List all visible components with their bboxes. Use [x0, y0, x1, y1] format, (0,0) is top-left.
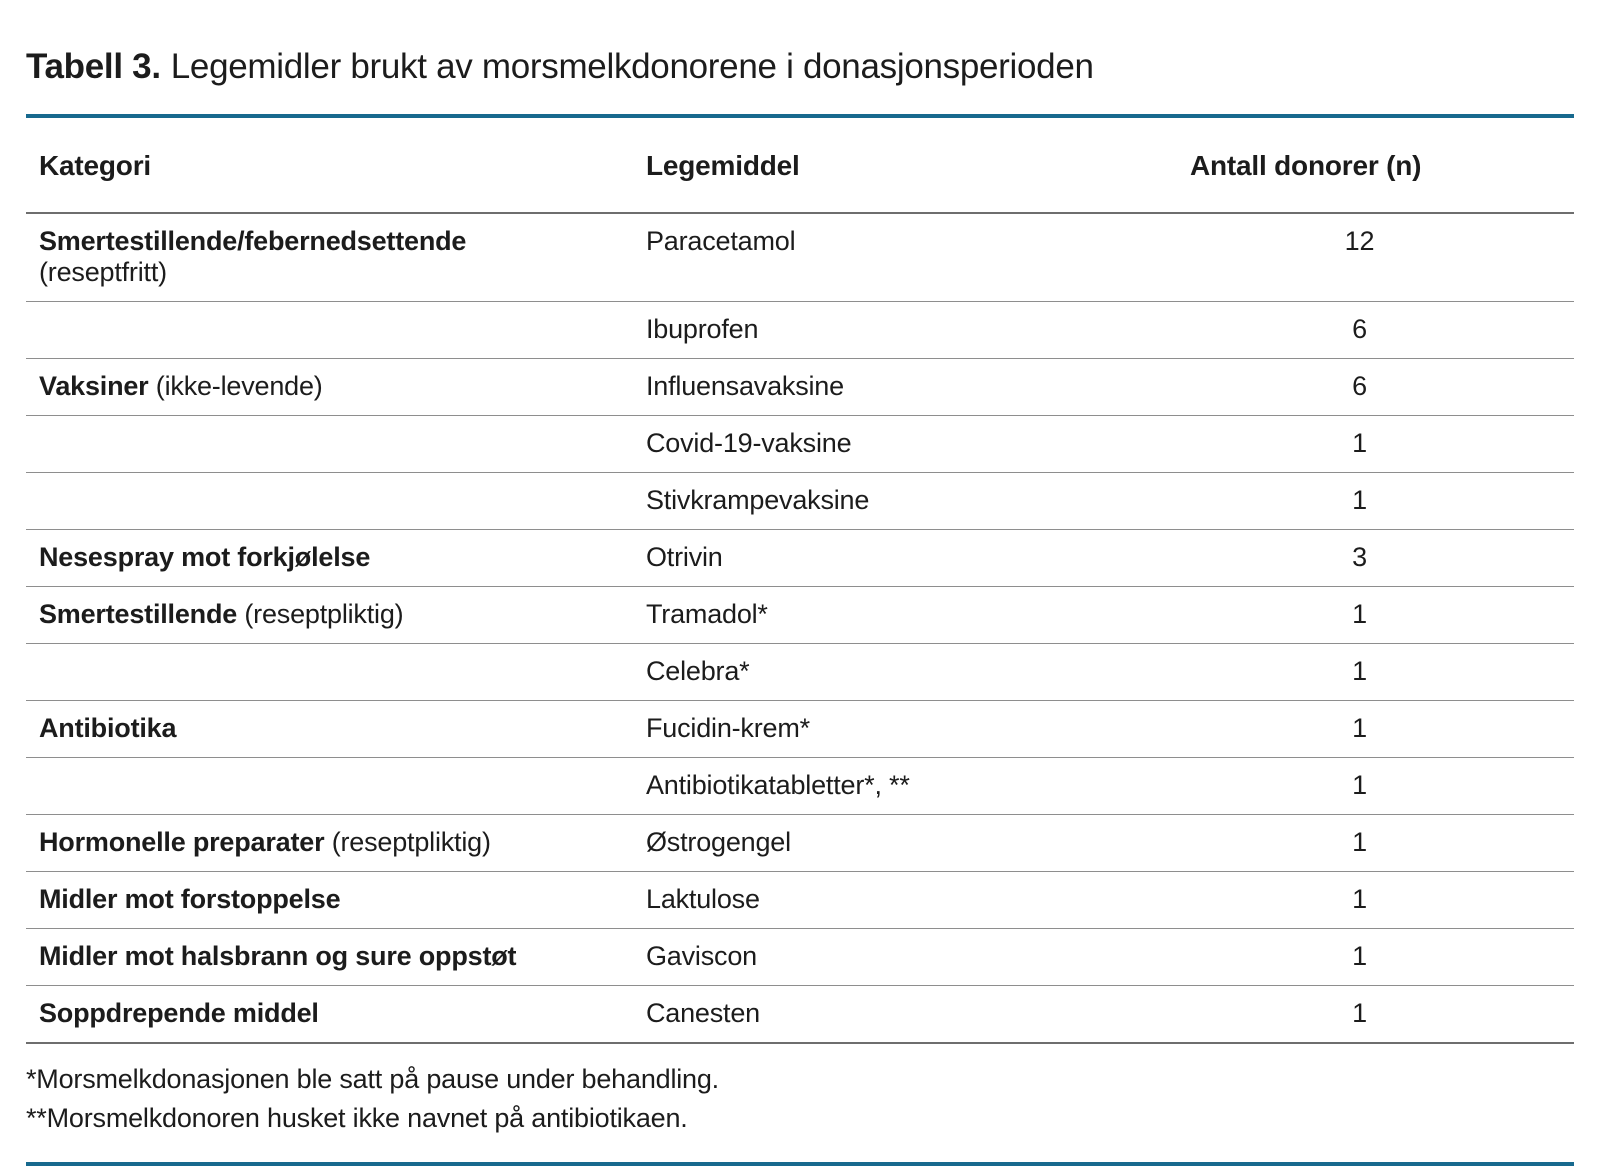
legemiddel-cell: Covid-19-vaksine — [627, 415, 1185, 473]
table-footnotes: *Morsmelkdonasjonen ble satt på pause un… — [26, 1060, 1574, 1138]
antall-cell: 1 — [1185, 871, 1574, 929]
table-row: Celebra* 1 — [26, 643, 1574, 701]
category-cell: Midler mot halsbrann og sure oppstøt — [26, 928, 627, 986]
legemiddel-cell: Stivkrampevaksine — [627, 472, 1185, 530]
category-cell: Antibiotika — [26, 700, 627, 758]
footnote-double-asterisk: **Morsmelkdonoren husket ikke navnet på … — [26, 1103, 688, 1133]
footnote-single-asterisk: *Morsmelkdonasjonen ble satt på pause un… — [26, 1064, 719, 1094]
antall-cell: 1 — [1185, 814, 1574, 872]
table-caption: Legemidler brukt av morsmelkdonorene i d… — [170, 47, 1094, 86]
legemiddel-cell: Gaviscon — [627, 928, 1185, 986]
column-header-antall-donorer: Antall donorer (n) — [1185, 116, 1574, 214]
legemiddel-cell: Paracetamol — [627, 213, 1185, 302]
category-label: Midler mot halsbrann og sure oppstøt — [39, 941, 517, 971]
category-label: Smertestillende — [39, 599, 238, 629]
table-row: Midler mot forstoppelse Laktulose 1 — [26, 871, 1574, 929]
antall-cell: 1 — [1185, 985, 1574, 1044]
category-label: Midler mot forstoppelse — [39, 884, 341, 914]
table-row: Antibiotika Fucidin-krem* 1 — [26, 700, 1574, 758]
table-row: Midler mot halsbrann og sure oppstøt Gav… — [26, 928, 1574, 986]
category-qualifier: (reseptpliktig) — [324, 827, 491, 857]
medications-table: Kategori Legemiddel Antall donorer (n) S… — [26, 114, 1574, 1044]
category-cell — [26, 301, 627, 359]
antall-cell: 1 — [1185, 643, 1574, 701]
category-cell — [26, 757, 627, 815]
legemiddel-cell: Otrivin — [627, 529, 1185, 587]
antall-cell: 1 — [1185, 700, 1574, 758]
table-row: Soppdrepende middel Canesten 1 — [26, 985, 1574, 1044]
bottom-accent-rule — [26, 1162, 1574, 1166]
table-title: Tabell 3. Legemidler brukt av morsmelkdon… — [26, 46, 1574, 88]
table-row: Hormonelle preparater (reseptpliktig) Øs… — [26, 814, 1574, 872]
antall-cell: 6 — [1185, 301, 1574, 359]
antall-cell: 12 — [1185, 213, 1574, 302]
antall-cell: 1 — [1185, 586, 1574, 644]
column-header-kategori: Kategori — [26, 116, 627, 214]
column-header-legemiddel: Legemiddel — [627, 116, 1185, 214]
table-row: Antibiotikatabletter*, ** 1 — [26, 757, 1574, 815]
category-cell — [26, 472, 627, 530]
category-cell: Hormonelle preparater (reseptpliktig) — [26, 814, 627, 872]
antall-cell: 1 — [1185, 415, 1574, 473]
category-qualifier: (reseptpliktig) — [237, 599, 404, 629]
antall-cell: 1 — [1185, 757, 1574, 815]
legemiddel-cell: Celebra* — [627, 643, 1185, 701]
category-label: Soppdrepende middel — [39, 998, 319, 1028]
category-cell: Midler mot forstoppelse — [26, 871, 627, 929]
antall-cell: 1 — [1185, 472, 1574, 530]
category-cell: Vaksiner (ikke-levende) — [26, 358, 627, 416]
table-number: Tabell 3. — [26, 47, 161, 86]
category-qualifier: (ikke-levende) — [148, 371, 323, 401]
table-row: Stivkrampevaksine 1 — [26, 472, 1574, 530]
table-row: Covid-19-vaksine 1 — [26, 415, 1574, 473]
legemiddel-cell: Laktulose — [627, 871, 1185, 929]
antall-cell: 6 — [1185, 358, 1574, 416]
legemiddel-cell: Ibuprofen — [627, 301, 1185, 359]
legemiddel-cell: Fucidin-krem* — [627, 700, 1185, 758]
table-row: Smertestillende/febernedsettende (reseptf… — [26, 213, 1574, 302]
legemiddel-cell: Influensavaksine — [627, 358, 1185, 416]
table-row: Nesespray mot forkjølelse Otrivin 3 — [26, 529, 1574, 587]
category-cell: Smertestillende (reseptpliktig) — [26, 586, 627, 644]
category-cell — [26, 643, 627, 701]
antall-cell: 1 — [1185, 928, 1574, 986]
table-row: Ibuprofen 6 — [26, 301, 1574, 359]
antall-cell: 3 — [1185, 529, 1574, 587]
category-label: Smertestillende/febernedsettende — [39, 226, 467, 256]
category-cell: Nesespray mot forkjølelse — [26, 529, 627, 587]
table-row: Vaksiner (ikke-levende) Influensavaksine… — [26, 358, 1574, 416]
category-label: Vaksiner — [39, 371, 149, 401]
legemiddel-cell: Canesten — [627, 985, 1185, 1044]
header-row: Kategori Legemiddel Antall donorer (n) — [26, 116, 1574, 214]
legemiddel-cell: Tramadol* — [627, 586, 1185, 644]
table-row: Smertestillende (reseptpliktig) Tramadol… — [26, 586, 1574, 644]
category-label: Antibiotika — [39, 713, 177, 743]
category-cell: Smertestillende/febernedsettende (reseptf… — [26, 213, 627, 302]
category-label: Hormonelle preparater — [39, 827, 325, 857]
legemiddel-cell: Antibiotikatabletter*, ** — [627, 757, 1185, 815]
category-cell: Soppdrepende middel — [26, 985, 627, 1044]
category-qualifier-line2: (reseptfritt) — [39, 257, 167, 287]
category-label: Nesespray mot forkjølelse — [39, 542, 371, 572]
legemiddel-cell: Østrogengel — [627, 814, 1185, 872]
category-cell — [26, 415, 627, 473]
